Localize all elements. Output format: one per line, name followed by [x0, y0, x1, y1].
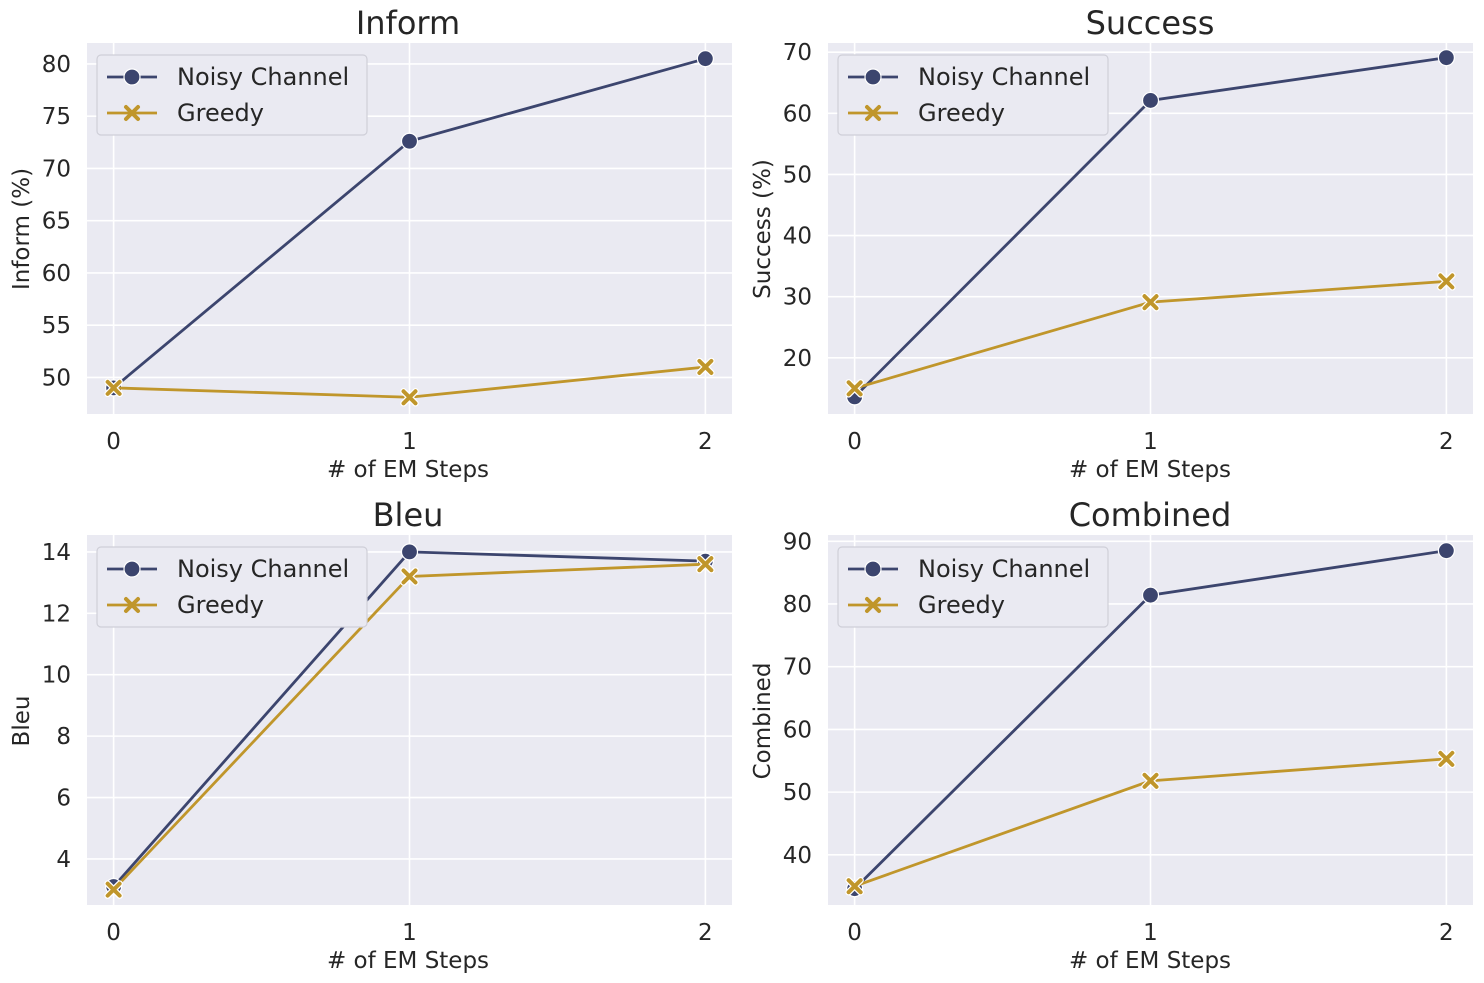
bleu-y-tick-label: 6 [56, 786, 71, 812]
combined-x-axis-label: # of EM Steps [1069, 948, 1231, 974]
success-x-tick-label: 0 [847, 429, 862, 455]
bleu-x-axis-label: # of EM Steps [327, 948, 489, 974]
inform-x-axis-label: # of EM Steps [327, 457, 489, 483]
bleu-chart-title: Bleu [373, 496, 444, 534]
inform-y-tick-label: 70 [42, 156, 71, 182]
success-noisy-channel-point [1141, 91, 1160, 110]
success-y-tick-label: 40 [783, 224, 812, 250]
success-y-tick-label: 50 [783, 162, 812, 188]
combined-x-tick-label: 0 [847, 920, 862, 946]
combined-legend-frame [837, 546, 1109, 628]
success-noisy-channel-point [1437, 49, 1455, 67]
success-legend-greedy-marker [865, 105, 881, 121]
inform-x-tick-label: 2 [698, 429, 713, 455]
bleu-y-tick-label: 8 [56, 724, 71, 750]
inform-greedy-point [696, 357, 715, 377]
combined-legend: Noisy Channel Greedy [837, 546, 1109, 628]
bleu-legend-greedy-marker [124, 597, 140, 613]
bleu-y-axis-label: Bleu [9, 696, 35, 747]
success-x-tick-label: 1 [1143, 429, 1158, 455]
success-y-tick-label: 20 [783, 346, 812, 372]
inform-chart-title: Inform [356, 4, 460, 42]
success-legend-greedy-label: Greedy [918, 99, 1005, 127]
success-x-tick-label: 2 [1439, 429, 1454, 455]
combined-y-tick-label: 90 [783, 529, 812, 555]
combined-legend-greedy-label: Greedy [918, 591, 1005, 619]
inform-y-tick-label: 55 [42, 313, 71, 339]
success-x-axis-label: # of EM Steps [1069, 457, 1231, 483]
bleu-y-tick-label: 4 [56, 847, 71, 873]
bleu-y-tick-label: 14 [42, 540, 71, 566]
inform-y-tick-label: 80 [42, 52, 71, 78]
inform-subplot: Inform # of EM Steps Inform (%) 50 55 60 65… [9, 4, 732, 483]
inform-legend-greedy-marker [124, 105, 140, 121]
combined-y-axis-label: Combined [750, 663, 776, 780]
success-legend: Noisy Channel Greedy [837, 54, 1109, 136]
success-greedy-point [845, 379, 864, 398]
success-y-axis-label: Success (%) [750, 159, 776, 299]
bleu-greedy-point [104, 880, 123, 899]
bleu-legend-frame [96, 546, 368, 628]
success-y-tick-label: 70 [783, 40, 812, 66]
combined-legend-greedy-marker [865, 597, 881, 613]
bleu-greedy-point [696, 554, 715, 574]
inform-legend-noisy-channel-label: Noisy Channel [177, 63, 349, 91]
inform-x-tick-label: 1 [402, 429, 417, 455]
combined-y-tick-label: 40 [783, 843, 812, 869]
success-legend-noisy-channel-label: Noisy Channel [918, 63, 1090, 91]
inform-noisy-channel-point [696, 50, 714, 68]
combined-y-tick-label: 60 [783, 717, 812, 743]
bleu-greedy-point [400, 567, 419, 586]
combined-subplot: Combined # of EM Steps Combined 40 50 60 70… [750, 496, 1473, 974]
success-legend-frame [837, 54, 1109, 136]
bleu-legend-noisy-channel-label: Noisy Channel [177, 555, 349, 583]
bleu-x-tick-label: 1 [402, 920, 417, 946]
combined-y-tick-label: 50 [783, 780, 812, 806]
combined-noisy-channel-point [1437, 542, 1455, 560]
inform-y-tick-label: 75 [42, 104, 71, 130]
combined-x-tick-label: 1 [1143, 920, 1158, 946]
success-y-tick-label: 60 [783, 101, 812, 127]
inform-y-tick-label: 65 [42, 209, 71, 235]
inform-legend-greedy-label: Greedy [177, 99, 264, 127]
inform-y-axis-label: Inform (%) [9, 168, 35, 290]
inform-legend: Noisy Channel Greedy [96, 54, 368, 136]
inform-greedy-point [400, 388, 419, 407]
bleu-legend-noisy-channel-marker [123, 560, 141, 578]
combined-chart-title: Combined [1069, 496, 1232, 534]
combined-y-tick-label: 70 [783, 655, 812, 681]
inform-legend-frame [96, 54, 368, 136]
inform-legend-noisy-channel-marker [123, 68, 141, 86]
combined-x-tick-label: 2 [1439, 920, 1454, 946]
combined-legend-noisy-channel-label: Noisy Channel [918, 555, 1090, 583]
bleu-noisy-channel-point [400, 543, 419, 561]
bleu-y-tick-label: 10 [42, 663, 71, 689]
success-greedy-point [1141, 292, 1160, 312]
success-y-tick-label: 30 [783, 285, 812, 311]
inform-greedy-point [104, 378, 123, 398]
inform-y-tick-label: 60 [42, 261, 71, 287]
inform-y-tick-label: 50 [42, 365, 71, 391]
bleu-x-tick-label: 2 [698, 920, 713, 946]
success-greedy-point [1437, 272, 1456, 291]
bleu-y-tick-label: 12 [42, 601, 71, 627]
bleu-legend: Noisy Channel Greedy [96, 546, 368, 628]
bleu-legend-greedy-label: Greedy [177, 591, 264, 619]
bleu-x-tick-label: 0 [106, 920, 121, 946]
combined-y-tick-label: 80 [783, 592, 812, 618]
combined-greedy-point [1437, 749, 1456, 769]
success-chart-title: Success [1086, 4, 1215, 42]
combined-legend-noisy-channel-marker [864, 560, 882, 578]
combined-greedy-point [845, 876, 864, 896]
success-subplot: Success # of EM Steps Success (%) 203040… [750, 4, 1473, 483]
combined-greedy-point [1141, 771, 1160, 791]
success-legend-noisy-channel-marker [864, 68, 882, 86]
inform-x-tick-label: 0 [106, 429, 121, 455]
combined-noisy-channel-point [1141, 586, 1160, 604]
inform-noisy-channel-point [400, 132, 419, 150]
